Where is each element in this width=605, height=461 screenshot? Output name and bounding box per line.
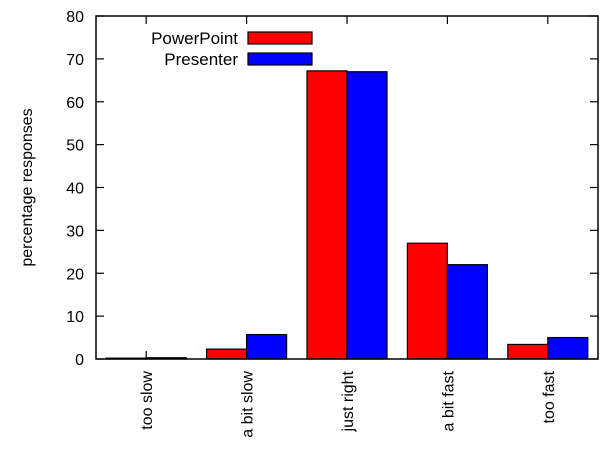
y-axis-label: percentage responses xyxy=(19,108,36,266)
bar-powerpoint-a-bit-slow xyxy=(206,348,248,360)
bar-powerpoint-too-fast xyxy=(507,343,549,360)
bar-powerpoint-just-right xyxy=(306,70,348,360)
y-tick-label: 80 xyxy=(66,9,84,26)
y-tick-label: 0 xyxy=(75,352,84,369)
legend-label-powerpoint: PowerPoint xyxy=(151,29,238,48)
bar-presenter-just-right xyxy=(346,71,388,360)
bar-powerpoint-a-bit-fast xyxy=(406,242,448,360)
legend-swatch-powerpoint xyxy=(247,31,313,45)
y-axis: 0 10 20 30 40 50 60 70 80 xyxy=(66,9,598,369)
x-axis: too slow a bit slow just right a bit fast to… xyxy=(139,16,558,438)
x-tick-label: too slow xyxy=(139,371,156,430)
bar-presenter-too-fast xyxy=(547,336,589,360)
x-tick-label: too fast xyxy=(541,370,558,423)
legend-swatch-presenter xyxy=(247,52,313,66)
y-tick-label: 70 xyxy=(66,52,84,69)
y-tick-label: 60 xyxy=(66,95,84,112)
y-tick-label: 50 xyxy=(66,138,84,155)
bar-presenter-a-bit-slow xyxy=(246,333,288,360)
x-tick-label: a bit fast xyxy=(440,370,457,431)
x-tick-label: a bit slow xyxy=(240,371,257,438)
bars-layer xyxy=(105,70,589,360)
legend: PowerPoint Presenter xyxy=(151,29,313,69)
x-tick-label: just right xyxy=(340,370,357,432)
y-tick-label: 20 xyxy=(66,266,84,283)
bar-presenter-a-bit-fast xyxy=(446,264,488,360)
y-tick-label: 40 xyxy=(66,181,84,198)
y-tick-label: 30 xyxy=(66,223,84,240)
legend-label-presenter: Presenter xyxy=(164,50,238,69)
y-tick-label: 10 xyxy=(66,309,84,326)
